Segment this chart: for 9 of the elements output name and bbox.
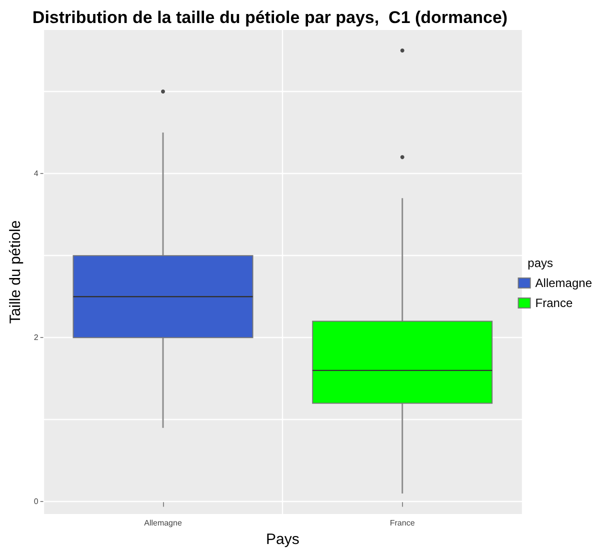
y-axis-title: Taille du pétiole <box>7 220 24 324</box>
y-tick-label: 0 <box>34 497 39 506</box>
x-axis-title: Pays <box>266 531 300 548</box>
legend-label: Allemagne <box>535 276 592 290</box>
y-tick-label: 4 <box>34 169 39 178</box>
y-tick-label: 2 <box>34 333 39 342</box>
chart-title: Distribution de la taille du pétiole par pays, C1 (dormance) <box>32 8 508 27</box>
legend-label: France <box>535 296 573 310</box>
legend-title: pays <box>528 256 554 270</box>
